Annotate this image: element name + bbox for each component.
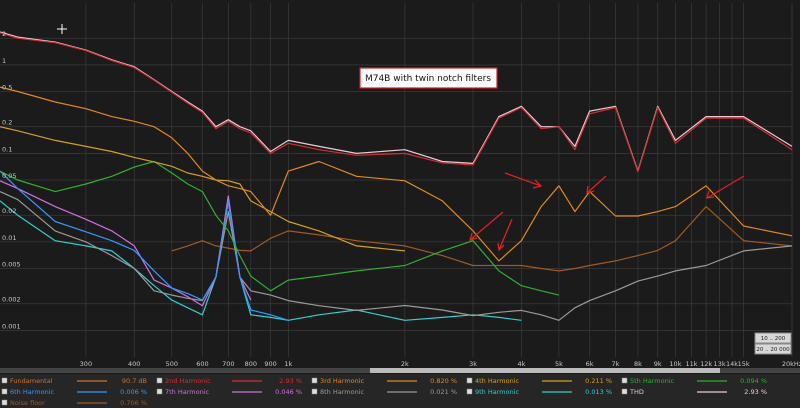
x-tick-label: 800 — [245, 360, 257, 368]
legend-reading: 0.021 % — [430, 388, 457, 396]
legend-label: 4th Harmonic — [475, 377, 520, 385]
legend-checkbox — [621, 388, 628, 395]
legend-reading: 0.820 % — [430, 377, 457, 385]
arrow — [706, 175, 745, 199]
legend-reading: 0.211 % — [585, 377, 612, 385]
arrow — [586, 175, 607, 194]
x-tick-label: 11k — [685, 360, 697, 368]
y-tick-label: 0.005 — [2, 261, 21, 269]
y-tick-label: 2 — [2, 30, 6, 38]
legend-label: 5th Harmonic — [630, 377, 675, 385]
zoom-button-label: 20 .. 20 000 — [756, 347, 790, 353]
legend-checkbox — [1, 377, 8, 384]
arrow — [504, 172, 543, 189]
legend-label: 8th Harmonic — [320, 388, 365, 396]
x-tick-label: 500 — [166, 360, 178, 368]
crosshair — [57, 24, 67, 34]
series-line — [0, 170, 289, 321]
x-tick-label: 9k — [654, 360, 662, 368]
series-line — [171, 206, 793, 272]
legend-panel — [0, 374, 800, 408]
zoom-controls[interactable]: 10 .. 200 20 .. 20 000 — [754, 332, 792, 355]
legend-reading: 2.93 % — [279, 377, 302, 385]
y-tick-label: 0.01 — [2, 234, 16, 242]
x-tick-label: 5k — [555, 360, 563, 368]
zoom-button[interactable] — [754, 332, 792, 344]
legend: Fundamental 90.7 dB 2nd Harmonic 2.93 % 3rd … — [1, 377, 767, 407]
x-tick-label: 6k — [586, 360, 594, 368]
x-tick-label: 400 — [128, 360, 140, 368]
legend-reading: 90.7 dB — [122, 377, 147, 385]
x-tick-label: 20kHz — [782, 360, 800, 368]
x-tick-label: 12k — [700, 360, 712, 368]
y-tick-label: 0.02 — [2, 207, 16, 215]
legend-reading: 2.93 % — [744, 388, 767, 396]
legend-checkbox — [1, 399, 8, 406]
legend-checkbox — [311, 377, 318, 384]
x-tick-label: 4k — [517, 360, 525, 368]
x-tick-label: 8k — [634, 360, 642, 368]
series-line — [0, 160, 560, 296]
series-line — [0, 126, 405, 252]
x-tick-label: 300 — [80, 360, 92, 368]
x-tick-label: 10k — [669, 360, 681, 368]
axis-labels: 2 1 0.5 0.2 0.1 0.05 0.02 0.01 0.005 0.002 0.001 30… — [2, 30, 800, 368]
legend-checkbox — [1, 388, 8, 395]
legend-label: 3rd Harmonic — [320, 377, 365, 385]
y-tick-label: 1 — [2, 57, 6, 65]
x-tick-label: 600 — [196, 360, 208, 368]
x-tick-label: 900 — [264, 360, 276, 368]
y-tick-label: 0.001 — [2, 322, 21, 330]
annotation-text: M74B with twin notch filters — [365, 74, 491, 84]
legend-label: 9th Harmonic — [475, 388, 520, 396]
series-line — [0, 32, 793, 173]
legend-label: 7th Harmonic — [165, 388, 210, 396]
x-tick-label: 3k — [469, 360, 477, 368]
y-tick-label: 0.1 — [2, 145, 12, 153]
y-tick-label: 0.05 — [2, 172, 16, 180]
legend-label: THD — [629, 388, 644, 396]
x-tick-label: 13k — [714, 360, 726, 368]
legend-reading: 0.046 % — [275, 388, 302, 396]
legend-reading: 0.013 % — [585, 388, 612, 396]
annotation-box: M74B with twin notch filters — [359, 67, 498, 89]
legend-checkbox — [311, 388, 318, 395]
legend-reading: 0.706 % — [120, 399, 147, 407]
zoom-button-label: 10 .. 200 — [761, 336, 786, 342]
scrollbar-thumb[interactable] — [370, 368, 720, 373]
x-tick-label: 1k — [284, 360, 292, 368]
legend-reading: 0.006 % — [120, 388, 147, 396]
legend-checkbox — [156, 388, 163, 395]
legend-checkbox — [466, 377, 473, 384]
legend-checkbox — [466, 388, 473, 395]
zoom-button[interactable] — [754, 343, 792, 355]
grid — [0, 3, 793, 357]
arrow — [497, 218, 513, 252]
x-tick-label: 700 — [222, 360, 234, 368]
legend-checkbox — [156, 377, 163, 384]
legend-label: Noise floor — [10, 399, 45, 407]
arrow — [469, 211, 504, 241]
cursor — [57, 24, 67, 34]
series-line — [0, 191, 793, 321]
legend-reading: 0.094 % — [740, 377, 767, 385]
legend-label: 2nd Harmonic — [165, 377, 211, 385]
y-tick-label: 0.5 — [2, 84, 12, 92]
y-tick-label: 0.002 — [2, 296, 21, 304]
x-tick-label: 14k — [726, 360, 738, 368]
plot-lines — [0, 31, 793, 321]
x-tick-label: 15k — [738, 360, 750, 368]
arrows — [469, 172, 745, 252]
legend-checkbox — [621, 377, 628, 384]
annotation-frame — [359, 67, 498, 89]
legend-label: 6th Harmonic — [10, 388, 55, 396]
series-line — [0, 86, 793, 262]
x-tick-label: 2k — [401, 360, 409, 368]
x-tick-label: 7k — [612, 360, 620, 368]
legend-label: Fundamental — [10, 377, 53, 385]
series-line — [0, 180, 252, 307]
y-tick-label: 0.2 — [2, 119, 12, 127]
